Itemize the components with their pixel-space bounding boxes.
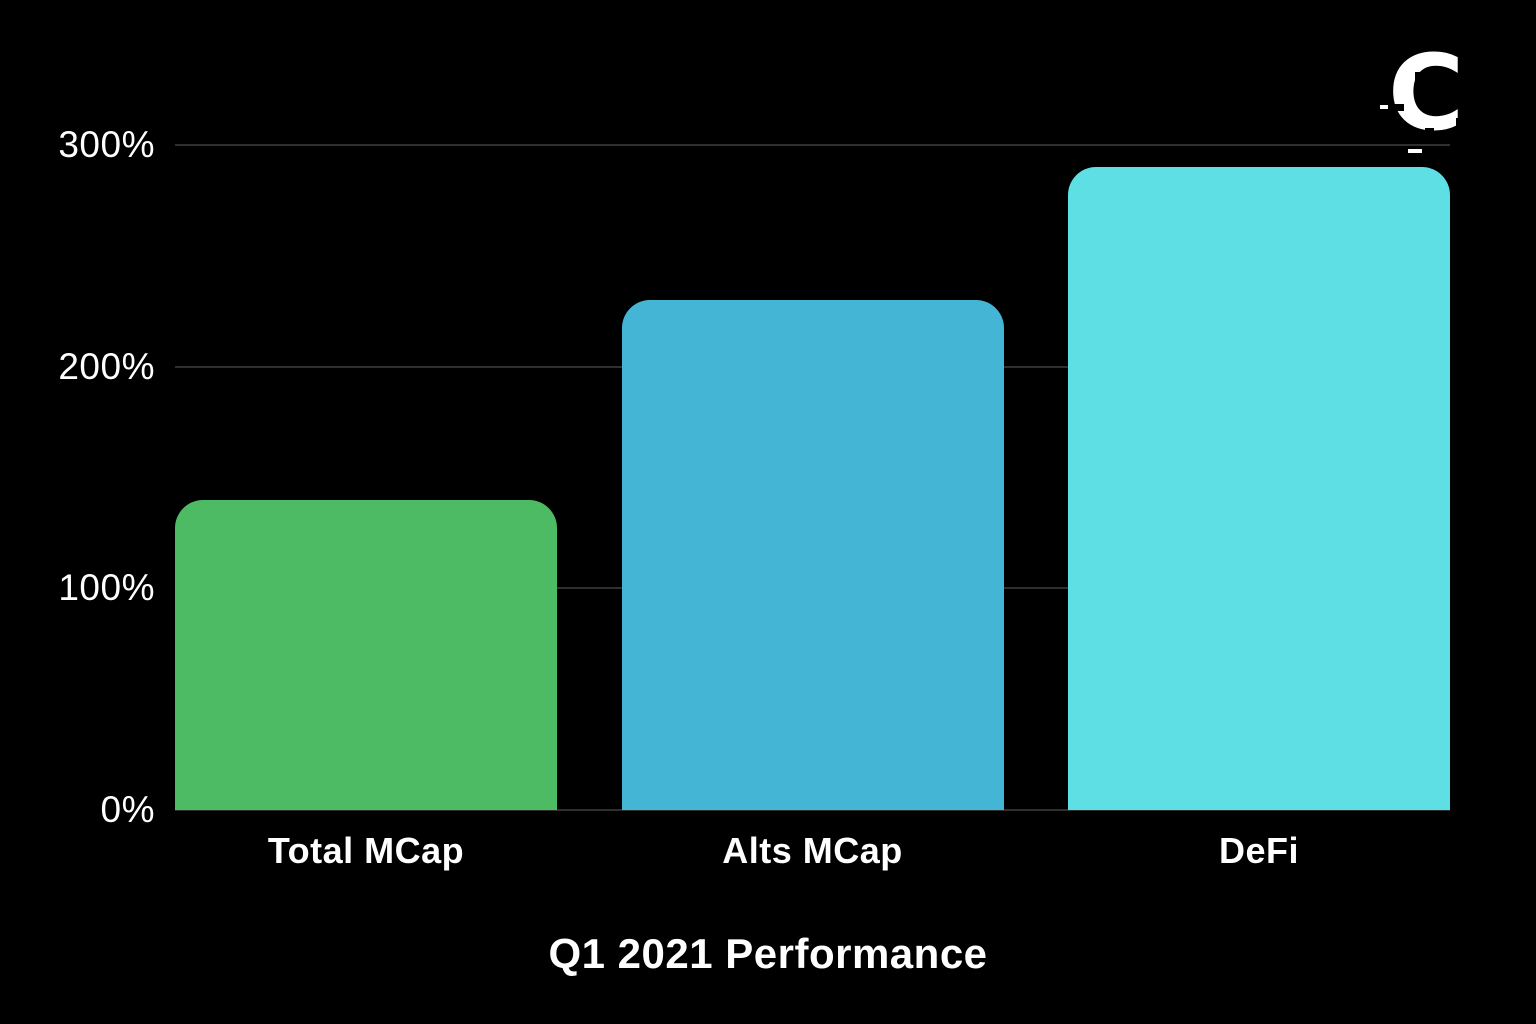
crypto-brand-logo: C xyxy=(1380,38,1483,153)
y-axis-label-300: 300% xyxy=(58,124,155,165)
chart-title: Q1 2021 Performance xyxy=(548,930,988,977)
gridline-300 xyxy=(175,144,1450,146)
logo-glitch-tick xyxy=(1408,149,1422,153)
y-axis-label-0: 0% xyxy=(100,789,155,830)
logo-glitch-square xyxy=(1456,118,1464,126)
bar-total-mcap xyxy=(175,499,557,810)
y-axis-label-100: 100% xyxy=(58,567,155,609)
bar-alts-mcap xyxy=(621,300,1004,810)
bar-defi xyxy=(1068,167,1450,810)
logo-glitch-tick xyxy=(1380,105,1388,109)
x-axis-label-alts-mcap: Alts MCap xyxy=(722,830,903,871)
plot-area: 0% 100% 200% 300% Total MCap Alts MCap DeFi xyxy=(58,124,1450,871)
logo-glitch-square xyxy=(1415,72,1424,81)
x-axis-label-defi: DeFi xyxy=(1218,830,1300,871)
logo-glitch-square xyxy=(1394,104,1404,111)
y-axis-label-200: 200% xyxy=(58,345,155,387)
x-axis-label-total-mcap: Total MCap xyxy=(267,830,465,871)
gridline-0 xyxy=(175,809,1450,811)
logo-glitch-square xyxy=(1425,128,1434,137)
